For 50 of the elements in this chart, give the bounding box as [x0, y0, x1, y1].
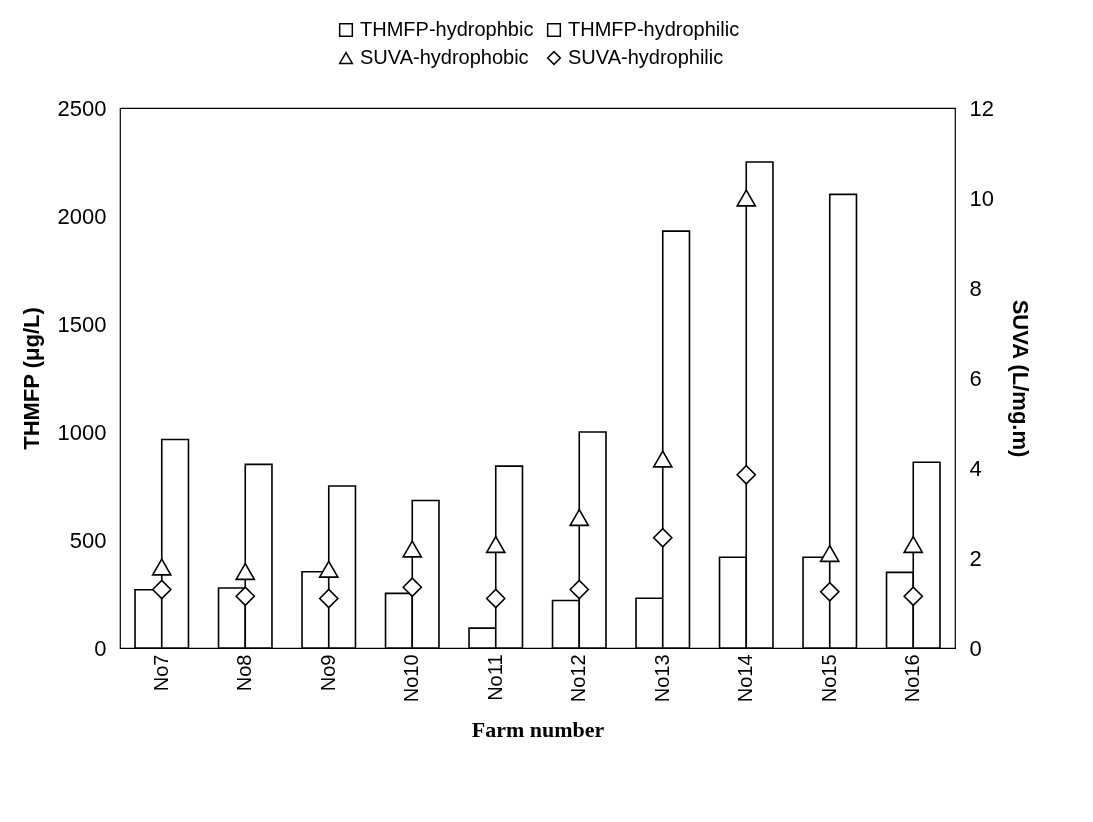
point — [235, 562, 256, 581]
y2-tick-label: 12 — [969, 95, 994, 121]
point — [736, 189, 757, 207]
y2-tick-label: 6 — [969, 365, 982, 391]
y-axis-title: THMFP (μg/L) — [18, 307, 44, 450]
y-tick-label: 2000 — [57, 203, 107, 229]
x-tick-label: No14 — [734, 654, 757, 703]
point — [485, 535, 506, 554]
y2-axis-title: SUVA (L/mg.m) — [1007, 299, 1033, 458]
point — [318, 588, 339, 609]
point — [151, 579, 172, 600]
point — [235, 586, 256, 607]
x-tick-label: No12 — [567, 654, 590, 703]
x-tick-label: No11 — [483, 654, 506, 701]
y2-tick-label: 4 — [969, 455, 982, 481]
legend-label: THMFP-hydrophbic — [360, 18, 534, 40]
x-tick-label: No15 — [817, 654, 840, 703]
y2-tick-label: 8 — [969, 275, 982, 301]
y-tick-label: 0 — [94, 635, 107, 661]
point — [736, 464, 757, 485]
x-tick-label: No9 — [316, 654, 339, 692]
y-tick-label: 1500 — [57, 311, 107, 337]
x-tick-label: No16 — [901, 654, 924, 703]
point — [819, 581, 840, 602]
point — [903, 586, 924, 607]
point — [652, 527, 673, 548]
point — [652, 450, 673, 468]
y-tick-label: 2500 — [57, 95, 107, 121]
x-tick-label: No10 — [400, 654, 423, 703]
y2-tick-label: 2 — [969, 545, 982, 571]
point — [402, 577, 423, 598]
x-tick-label: No13 — [650, 654, 673, 703]
point — [819, 544, 840, 563]
point — [903, 535, 924, 554]
legend-label: THMFP-hydrophilic — [568, 18, 740, 40]
x-tick-label: No8 — [233, 654, 256, 692]
point — [402, 540, 423, 558]
legend-label: SUVA-hydrophilic — [568, 46, 724, 68]
y2-tick-label: 0 — [969, 635, 982, 661]
point — [318, 560, 339, 578]
x-tick-label: No7 — [149, 654, 172, 692]
legend-label: SUVA-hydrophobic — [360, 46, 529, 68]
x-axis-title: Farm number — [471, 717, 605, 743]
y-tick-label: 1000 — [57, 419, 107, 445]
y-tick-label: 500 — [69, 527, 107, 553]
point — [485, 588, 506, 609]
point — [151, 558, 172, 576]
point — [569, 508, 590, 527]
point — [569, 579, 590, 600]
y2-tick-label: 10 — [969, 185, 994, 211]
